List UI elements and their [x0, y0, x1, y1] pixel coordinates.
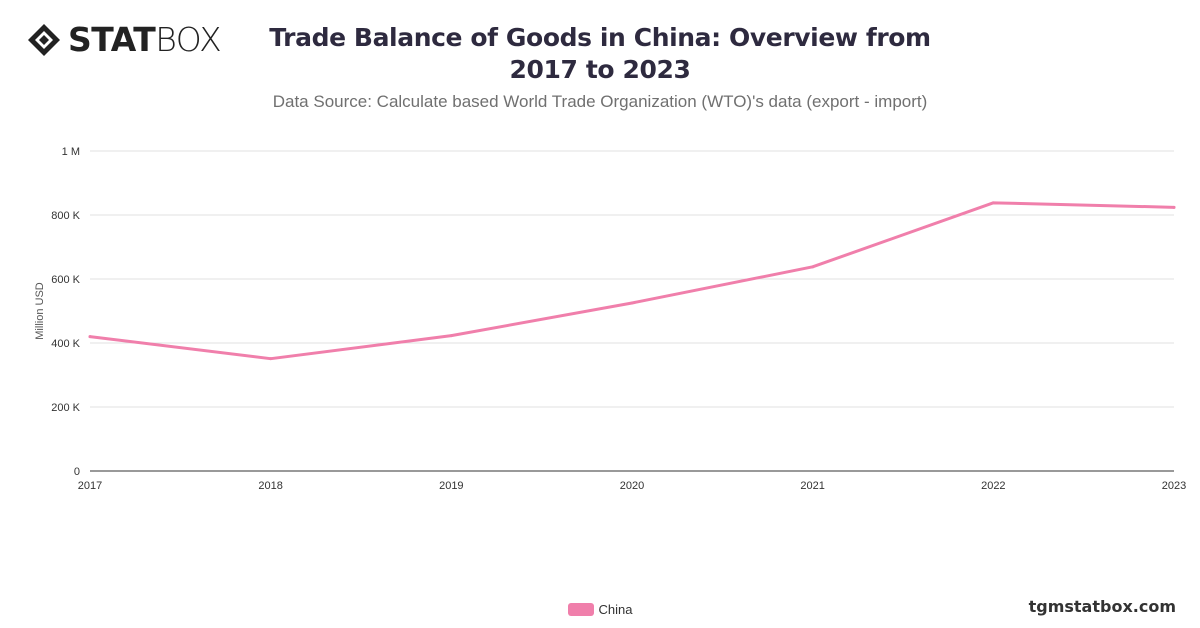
data-point [991, 201, 995, 205]
legend-swatch-china [567, 603, 594, 616]
x-tick-label: 2023 [1162, 480, 1186, 492]
x-tick-label: 2019 [439, 480, 463, 492]
data-point [630, 301, 634, 305]
legend: China [0, 602, 1200, 617]
x-tick-label: 2021 [800, 480, 824, 492]
legend-label-china: China [598, 602, 633, 617]
y-tick-label: 400 K [51, 338, 80, 350]
y-tick-label: 0 [74, 466, 80, 478]
x-tick-label: 2022 [981, 480, 1005, 492]
y-axis-label: Million USD [34, 282, 46, 340]
x-tick-label: 2017 [78, 480, 102, 492]
logo-text-bold: STAT [68, 20, 156, 59]
y-tick-label: 1 M [62, 146, 80, 158]
y-tick-label: 200 K [51, 402, 80, 414]
logo-text-light: BOX [155, 20, 222, 59]
series-line-china [88, 201, 1176, 361]
data-point [269, 357, 273, 361]
data-point [88, 335, 92, 339]
data-point [811, 265, 815, 269]
chart-subtitle: Data Source: Calculate based World Trade… [272, 92, 928, 111]
chart-title: Trade Balance of Goods in China: Overvie… [269, 23, 931, 84]
diamond-logo-icon [28, 24, 60, 56]
data-point [449, 334, 453, 338]
data-point [1172, 205, 1176, 209]
logo-wordmark: STATBOX [68, 20, 222, 59]
statbox-logo: STATBOX [26, 20, 222, 59]
x-tick-label: 2020 [620, 480, 644, 492]
x-tick-label: 2018 [258, 480, 282, 492]
y-tick-label: 600 K [51, 274, 80, 286]
watermark: tgmstatbox.com [1028, 597, 1176, 616]
y-tick-label: 800 K [51, 210, 80, 222]
